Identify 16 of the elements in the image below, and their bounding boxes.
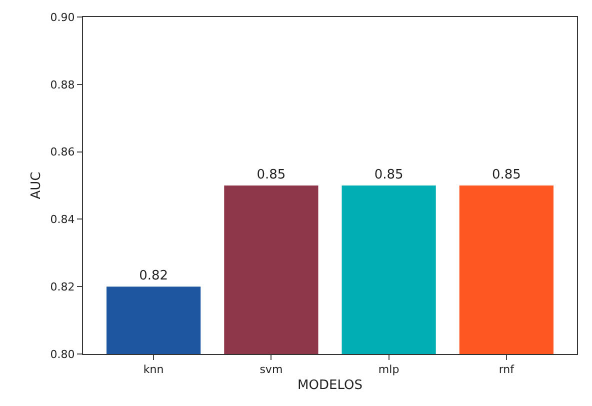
y-tick-label: 0.84: [50, 213, 75, 226]
y-tick-label: 0.80: [50, 348, 75, 361]
x-tick-label: knn: [143, 363, 164, 376]
data-label: 0.82: [139, 268, 168, 284]
x-tick-label: rnf: [498, 363, 516, 376]
x-tick-label: mlp: [378, 363, 400, 376]
data-label: 0.85: [492, 168, 521, 182]
data-label: 0.85: [374, 168, 404, 182]
y-tick-label: 0.90: [50, 10, 75, 24]
y-tick-label: 0.82: [50, 280, 75, 294]
x-tick-label: svm: [260, 363, 283, 376]
x-axis-title: MODELOS: [298, 378, 362, 393]
y-tick-label: 0.88: [50, 78, 75, 92]
y-tick-label: 0.86: [50, 146, 75, 159]
y-axis-title: AUC: [29, 172, 44, 200]
data-label: 0.85: [256, 168, 286, 182]
